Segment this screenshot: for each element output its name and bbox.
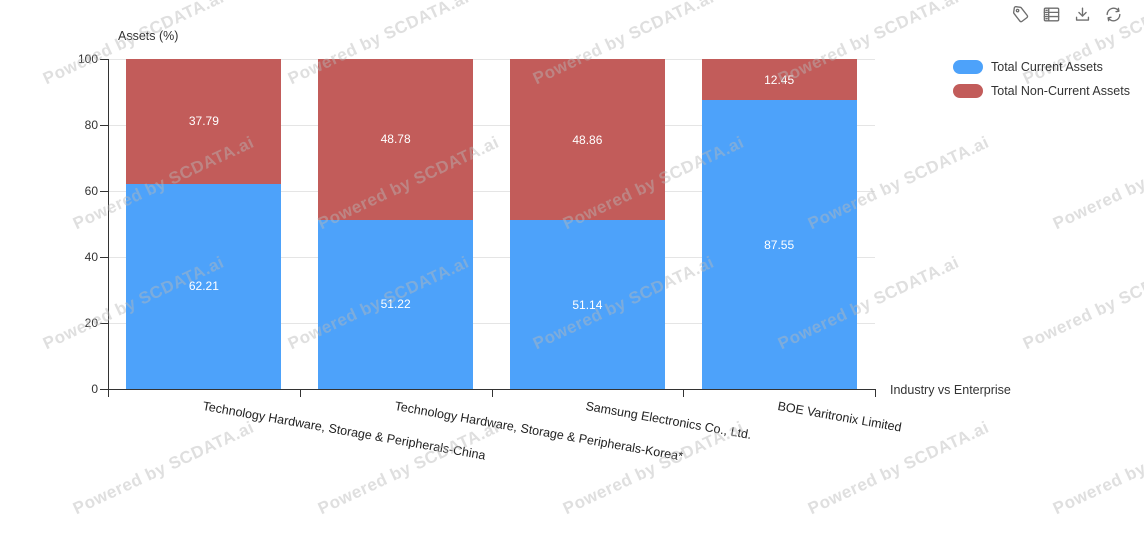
x-tick-3 xyxy=(683,389,685,397)
bar-segment-total-non-current-assets[interactable]: 37.79 xyxy=(126,59,282,184)
bar-value-label: 12.45 xyxy=(764,72,795,87)
download-icon[interactable] xyxy=(1072,4,1092,24)
y-tick-label-0: 0 xyxy=(91,382,98,396)
x-tick-2 xyxy=(491,389,493,397)
x-tick-4 xyxy=(875,389,876,397)
y-tick-label-20: 20 xyxy=(84,316,98,330)
legend-swatch xyxy=(953,84,983,98)
table-icon[interactable] xyxy=(1041,4,1061,24)
chart-toolbar xyxy=(1010,4,1123,24)
x-tick-1 xyxy=(299,389,301,397)
bar-segment-total-current-assets[interactable]: 51.14 xyxy=(509,220,665,389)
legend-swatch xyxy=(953,60,983,74)
bar-segment-total-current-assets[interactable]: 87.55 xyxy=(701,100,857,389)
gridline-40 xyxy=(108,257,875,258)
legend-item-0[interactable]: Total Current Assets xyxy=(953,60,1130,74)
bar-value-label: 62.21 xyxy=(188,279,219,294)
x-tick-0 xyxy=(108,389,109,397)
y-tick-0 xyxy=(100,389,108,390)
gridline-20 xyxy=(108,323,875,324)
gridline-100 xyxy=(108,59,875,60)
bar-value-label: 87.55 xyxy=(764,237,795,252)
bar-segment-total-non-current-assets[interactable]: 48.86 xyxy=(509,59,665,221)
gridline-60 xyxy=(108,191,875,192)
legend-item-1[interactable]: Total Non-Current Assets xyxy=(953,84,1130,98)
y-tick-40 xyxy=(100,257,108,258)
y-tick-label-60: 60 xyxy=(84,184,98,198)
x-category-label-3: BOE Varitronix Limited xyxy=(776,399,903,435)
legend-label: Total Current Assets xyxy=(991,60,1103,74)
y-tick-label-40: 40 xyxy=(84,250,98,264)
y-tick-80 xyxy=(100,125,108,126)
tag-icon[interactable] xyxy=(1010,4,1030,24)
y-tick-60 xyxy=(100,191,108,192)
legend-label: Total Non-Current Assets xyxy=(991,84,1130,98)
gridline-80 xyxy=(108,125,875,126)
y-tick-100 xyxy=(100,59,108,60)
bar-value-label: 48.78 xyxy=(380,132,411,147)
y-axis-title: Assets (%) xyxy=(118,29,179,43)
y-tick-20 xyxy=(100,323,108,324)
bar-segment-total-non-current-assets[interactable]: 12.45 xyxy=(701,59,857,101)
bar-value-label: 37.79 xyxy=(188,114,219,129)
bar-value-label: 51.14 xyxy=(572,297,603,312)
bar-segment-total-non-current-assets[interactable]: 48.78 xyxy=(318,59,474,220)
bar-segment-total-current-assets[interactable]: 62.21 xyxy=(126,183,282,389)
x-category-label-2: Samsung Electronics Co., Ltd. xyxy=(584,399,753,442)
bar-value-label: 51.22 xyxy=(380,297,411,312)
y-axis-line xyxy=(108,59,109,390)
y-tick-label-80: 80 xyxy=(84,118,98,132)
bar-segment-total-current-assets[interactable]: 51.22 xyxy=(318,219,474,389)
legend: Total Current Assets Total Non-Current As… xyxy=(953,60,1130,98)
refresh-icon[interactable] xyxy=(1103,4,1123,24)
bar-value-label: 48.86 xyxy=(572,132,603,147)
x-axis-title: Industry vs Enterprise xyxy=(890,383,1011,397)
y-tick-label-100: 100 xyxy=(77,52,98,66)
